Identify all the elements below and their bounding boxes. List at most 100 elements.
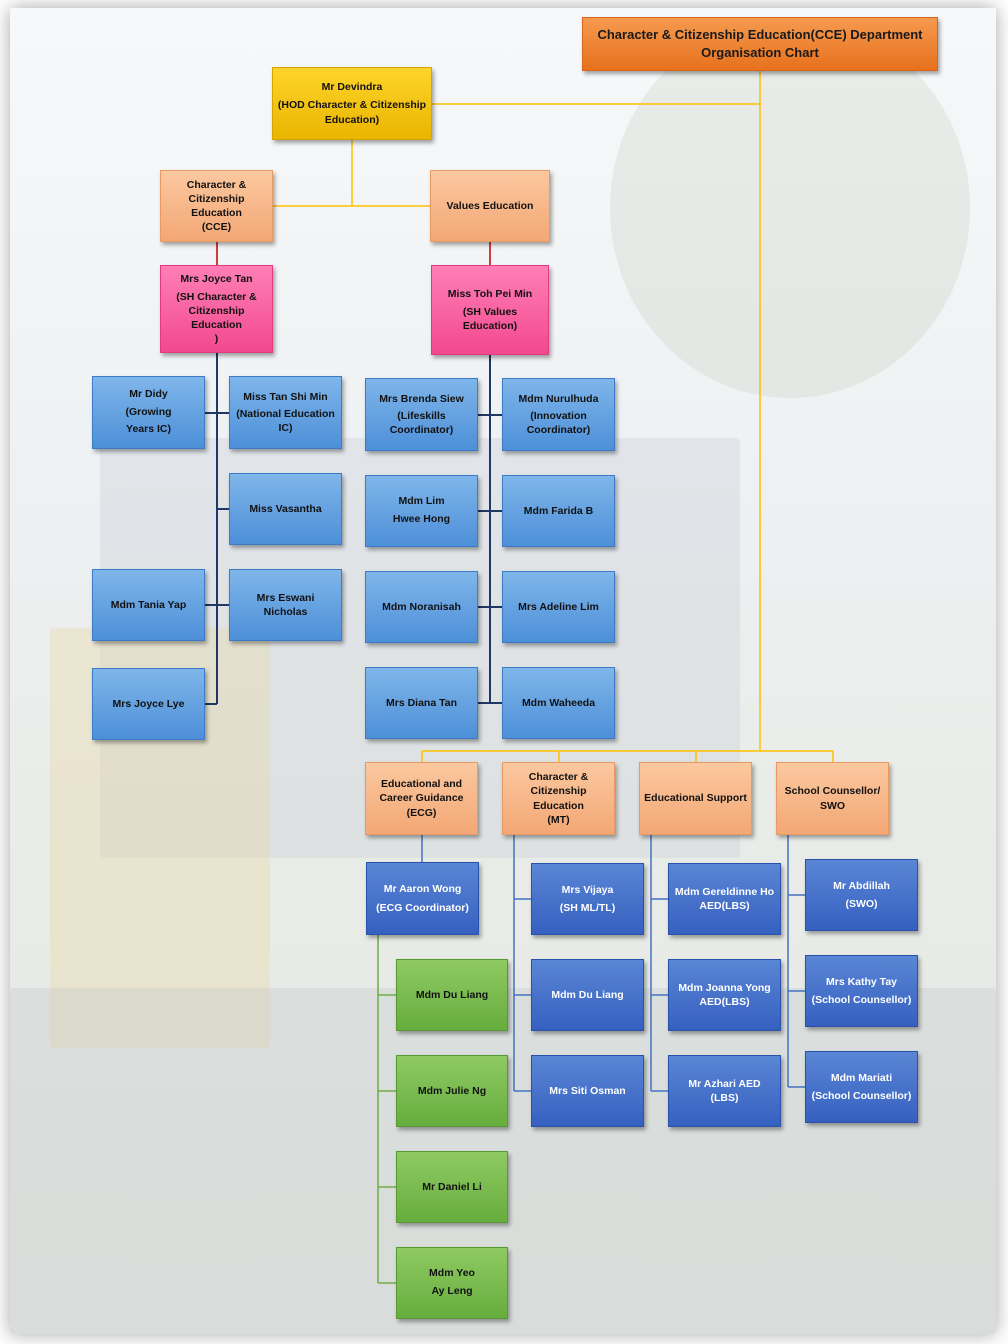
- member-noranisah: Mdm Noranisah: [365, 571, 478, 643]
- counsellor-member-mariati: Mdm Mariati (School Counsellor): [805, 1051, 918, 1123]
- member-name: Mdm Tania Yap: [110, 598, 187, 611]
- member-name: Mrs Siti Osman: [549, 1084, 626, 1097]
- member-name: Mr Abdillah: [833, 879, 890, 892]
- ecg-coordinator-role: (ECG Coordinator): [376, 901, 469, 914]
- counsellor-member-kathy-tay: Mrs Kathy Tay (School Counsellor): [805, 955, 918, 1027]
- member-role: (Growing: [125, 405, 172, 418]
- member-name: Miss Vasantha: [249, 502, 322, 515]
- member-eswani-nicholas: Mrs Eswani Nicholas: [229, 569, 342, 641]
- support-member-azhari: Mr Azhari AED (LBS): [668, 1055, 781, 1127]
- member-name: Mdm Joanna Yong: [678, 981, 771, 994]
- member-brenda-siew: Mrs Brenda Siew (Lifeskills Coordinator): [365, 378, 478, 451]
- chart-title: Character & Citizenship Education(CCE) D…: [582, 17, 938, 71]
- counsellor-header-line: SWO: [819, 799, 846, 812]
- ecg-member-yeo-ay-leng: Mdm Yeo Ay Leng: [396, 1247, 508, 1319]
- ecg-member-julie-ng: Mdm Julie Ng: [396, 1055, 508, 1127]
- member-vasantha: Miss Vasantha: [229, 473, 342, 545]
- member-role: Coordinator): [526, 424, 591, 437]
- member-role: AED(LBS): [699, 996, 750, 1008]
- sh-values-role: (SH Values Education): [462, 305, 518, 333]
- support-header-line: Educational Support: [644, 792, 747, 805]
- member-name: Mr Didy: [129, 387, 168, 400]
- sh-cce-box: Mrs Joyce Tan (SH Character & Citizenshi…: [160, 265, 273, 353]
- member-name: Mrs Joyce Lye: [112, 697, 185, 710]
- member-role: (Innovation: [530, 409, 587, 422]
- cce-header-line: Character &: [186, 178, 247, 191]
- member-role: Years IC): [126, 423, 171, 436]
- sh-values-name: Miss Toh Pei Min: [447, 287, 533, 300]
- member-role: AED(LBS): [699, 900, 750, 912]
- values-header-line: Values Education: [446, 199, 534, 212]
- chart-title-line2: Organisation Chart: [701, 45, 819, 60]
- counsellor-header-line: School Counsellor/: [784, 785, 881, 798]
- mt-header-line: Character &: [528, 771, 589, 784]
- hod-role: (HOD Character & Citizenship Education): [277, 99, 427, 126]
- sh-cce-role: Citizenship Education: [188, 304, 245, 332]
- ecg-header-line: Career Guidance (ECG): [379, 792, 464, 819]
- support-member-joanna-yong: Mdm Joanna Yong AED(LBS): [668, 959, 781, 1031]
- mt-header-line: Citizenship Education: [530, 785, 587, 812]
- member-name: Mrs Brenda Siew: [379, 392, 464, 405]
- member-nurulhuda: Mdm Nurulhuda (Innovation Coordinator): [502, 378, 615, 451]
- hod-box: Mr Devindra (HOD Character & Citizenship…: [272, 67, 432, 140]
- member-name: Mdm Du Liang: [415, 988, 489, 1001]
- ecg-member-daniel-li: Mr Daniel Li: [396, 1151, 508, 1223]
- ecg-member-du-liang: Mdm Du Liang: [396, 959, 508, 1031]
- member-role: (School Counsellor): [811, 994, 912, 1006]
- member-role: (School Counsellor): [811, 1090, 912, 1102]
- member-name: Mdm Farida B: [523, 504, 594, 517]
- member-role: (National Education: [236, 407, 335, 420]
- member-role: IC): [278, 422, 293, 435]
- hod-name: Mr Devindra: [321, 81, 383, 94]
- values-section-header: Values Education: [430, 170, 550, 242]
- member-tania-yap: Mdm Tania Yap: [92, 569, 205, 641]
- counsellor-section-header: School Counsellor/ SWO: [776, 762, 889, 835]
- member-tan-shi-min: Miss Tan Shi Min (National Education IC): [229, 376, 342, 449]
- ecg-section-header: Educational and Career Guidance (ECG): [365, 762, 478, 835]
- member-role: (SH ML/TL): [559, 902, 616, 914]
- mt-section-header: Character & Citizenship Education (MT): [502, 762, 615, 835]
- ecg-header-line: Educational and: [380, 778, 463, 791]
- member-farida-b: Mdm Farida B: [502, 475, 615, 547]
- member-name: Mrs Vijaya: [561, 883, 614, 896]
- member-name: Mrs Diana Tan: [386, 696, 457, 709]
- sh-values-box: Miss Toh Pei Min (SH Values Education): [431, 265, 549, 355]
- member-name: Mrs Kathy Tay: [826, 975, 897, 988]
- cce-header-line: (CCE): [201, 221, 232, 234]
- mt-member-du-liang: Mdm Du Liang: [531, 959, 644, 1031]
- ecg-coordinator-box: Mr Aaron Wong (ECG Coordinator): [366, 862, 479, 935]
- mt-member-vijaya: Mrs Vijaya (SH ML/TL): [531, 863, 644, 935]
- member-name: Miss Tan Shi Min: [243, 390, 328, 403]
- member-name: Mdm Waheeda: [521, 696, 596, 709]
- mt-header-line: (MT): [547, 813, 570, 826]
- member-name: Mrs Adeline Lim: [518, 600, 599, 613]
- member-name: Mrs Eswani Nicholas: [256, 591, 315, 618]
- member-role: (Lifeskills Coordinator): [389, 409, 454, 437]
- member-role: (SWO): [845, 898, 878, 910]
- member-name: Mr Daniel Li: [422, 1180, 482, 1193]
- support-member-gereldinne-ho: Mdm Gereldinne Ho AED(LBS): [668, 863, 781, 935]
- member-lim-hwee-hong: Mdm Lim Hwee Hong: [365, 475, 478, 547]
- member-name: Hwee Hong: [392, 513, 451, 525]
- member-name: Mdm Lim: [398, 495, 445, 508]
- member-name: Mdm Gereldinne Ho: [674, 885, 775, 898]
- sh-cce-name: Mrs Joyce Tan: [180, 272, 253, 285]
- member-name: Ay Leng: [431, 1285, 473, 1297]
- counsellor-member-abdillah: Mr Abdillah (SWO): [805, 859, 918, 931]
- member-name: Mdm Yeo: [429, 1267, 475, 1280]
- member-name: Mdm Mariati: [830, 1071, 893, 1084]
- member-didy: Mr Didy (Growing Years IC): [92, 376, 205, 449]
- member-name: Mdm Du Liang: [551, 988, 624, 1001]
- support-section-header: Educational Support: [639, 762, 752, 835]
- member-joyce-lye: Mrs Joyce Lye: [92, 668, 205, 740]
- member-name: Mr Azhari AED (LBS): [688, 1077, 761, 1104]
- mt-member-siti-osman: Mrs Siti Osman: [531, 1055, 644, 1127]
- member-diana-tan: Mrs Diana Tan: [365, 667, 478, 739]
- ecg-coordinator-name: Mr Aaron Wong: [383, 883, 462, 896]
- member-name: Mdm Julie Ng: [417, 1084, 487, 1097]
- member-waheeda: Mdm Waheeda: [502, 667, 615, 739]
- member-name: Mdm Noranisah: [382, 600, 461, 613]
- chart-title-line1: Character & Citizenship Education(CCE) D…: [597, 26, 923, 42]
- cce-header-line: Citizenship Education: [188, 192, 245, 219]
